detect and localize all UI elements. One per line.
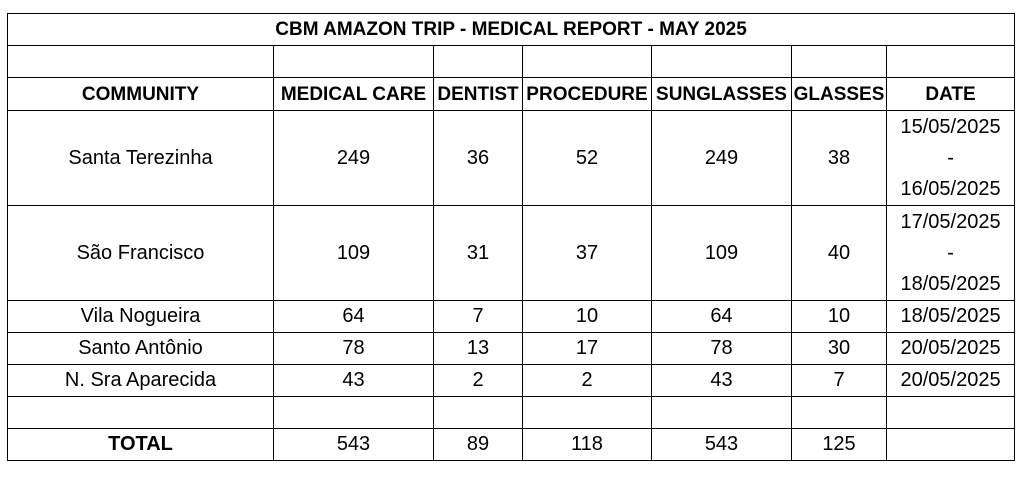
header-row: COMMUNITY MEDICAL CARE DENTIST PROCEDURE… [7, 77, 1016, 111]
sunglasses-cell: 249 [651, 110, 792, 206]
column-header-date: DATE [885, 77, 1016, 111]
empty-cell [7, 396, 274, 429]
dentist-cell: 2 [433, 364, 523, 397]
community-cell: Vila Nogueira [7, 300, 274, 333]
date-end: 18/05/2025 [900, 272, 1001, 295]
empty-cell [7, 45, 274, 78]
column-header-medical-care: MEDICAL CARE [273, 77, 434, 111]
empty-cell [885, 396, 1016, 429]
medical-care-cell: 64 [273, 300, 434, 333]
sunglasses-cell: 78 [651, 332, 792, 365]
procedure-cell: 37 [522, 205, 652, 301]
total-row: TOTAL 543 89 118 543 125 [7, 428, 1016, 461]
empty-cell [791, 45, 887, 78]
empty-cell [433, 396, 523, 429]
blank-row [7, 396, 1016, 429]
title-row: CBM AMAZON TRIP - MEDICAL REPORT - MAY 2… [6, 13, 1016, 46]
sunglasses-cell: 64 [651, 300, 792, 333]
total-label: TOTAL [7, 428, 274, 461]
glasses-cell: 30 [791, 332, 887, 365]
medical-care-cell: 43 [273, 364, 434, 397]
medical-care-cell: 249 [273, 110, 434, 206]
date-cell: 20/05/2025 [885, 364, 1016, 397]
date-separator: - [947, 146, 954, 169]
table-row: N. Sra Aparecida 43 2 2 43 7 20/05/2025 [7, 364, 1016, 397]
empty-cell [651, 396, 792, 429]
date-cell: 20/05/2025 [885, 332, 1016, 365]
glasses-cell: 38 [791, 110, 887, 206]
procedure-cell: 10 [522, 300, 652, 333]
empty-cell [433, 45, 523, 78]
column-header-sunglasses: SUNGLASSES [651, 77, 792, 111]
medical-care-cell: 78 [273, 332, 434, 365]
community-cell: Santo Antônio [7, 332, 274, 365]
total-glasses: 125 [791, 428, 887, 461]
date-cell: 18/05/2025 [885, 300, 1016, 333]
column-header-glasses: GLASSES [791, 77, 887, 111]
total-procedure: 118 [522, 428, 652, 461]
dentist-cell: 13 [433, 332, 523, 365]
empty-cell [273, 45, 434, 78]
sunglasses-cell: 43 [651, 364, 792, 397]
dentist-cell: 36 [433, 110, 523, 206]
total-medical-care: 543 [273, 428, 434, 461]
glasses-cell: 7 [791, 364, 887, 397]
empty-cell [522, 45, 652, 78]
empty-cell [273, 396, 434, 429]
sunglasses-cell: 109 [651, 205, 792, 301]
community-cell: São Francisco [7, 205, 274, 301]
dentist-cell: 31 [433, 205, 523, 301]
community-cell: Santa Terezinha [7, 110, 274, 206]
empty-cell [522, 396, 652, 429]
blank-row [7, 45, 1016, 78]
date-start: 15/05/2025 [900, 115, 1001, 138]
procedure-cell: 52 [522, 110, 652, 206]
glasses-cell: 10 [791, 300, 887, 333]
table-row: Vila Nogueira 64 7 10 64 10 18/05/2025 [7, 300, 1016, 333]
medical-care-cell: 109 [273, 205, 434, 301]
empty-cell [651, 45, 792, 78]
column-header-dentist: DENTIST [433, 77, 523, 111]
empty-cell [885, 428, 1016, 461]
date-end: 16/05/2025 [900, 177, 1001, 200]
table-row: Santo Antônio 78 13 17 78 30 20/05/2025 [7, 332, 1016, 365]
table-row: Santa Terezinha 249 36 52 249 38 15/05/2… [7, 110, 1016, 206]
glasses-cell: 40 [791, 205, 887, 301]
date-start: 17/05/2025 [900, 210, 1001, 233]
total-dentist: 89 [433, 428, 523, 461]
column-header-community: COMMUNITY [7, 77, 274, 111]
report-title: CBM AMAZON TRIP - MEDICAL REPORT - MAY 2… [6, 13, 1016, 46]
procedure-cell: 2 [522, 364, 652, 397]
date-separator: - [947, 241, 954, 264]
community-cell: N. Sra Aparecida [7, 364, 274, 397]
total-sunglasses: 543 [651, 428, 792, 461]
empty-cell [791, 396, 887, 429]
empty-cell [885, 45, 1016, 78]
procedure-cell: 17 [522, 332, 652, 365]
date-cell: 17/05/2025 - 18/05/2025 [885, 205, 1016, 301]
column-header-procedure: PROCEDURE [522, 77, 652, 111]
table-row: São Francisco 109 31 37 109 40 17/05/202… [7, 205, 1016, 301]
dentist-cell: 7 [433, 300, 523, 333]
medical-report-table: CBM AMAZON TRIP - MEDICAL REPORT - MAY 2… [6, 13, 1016, 461]
date-cell: 15/05/2025 - 16/05/2025 [885, 110, 1016, 206]
